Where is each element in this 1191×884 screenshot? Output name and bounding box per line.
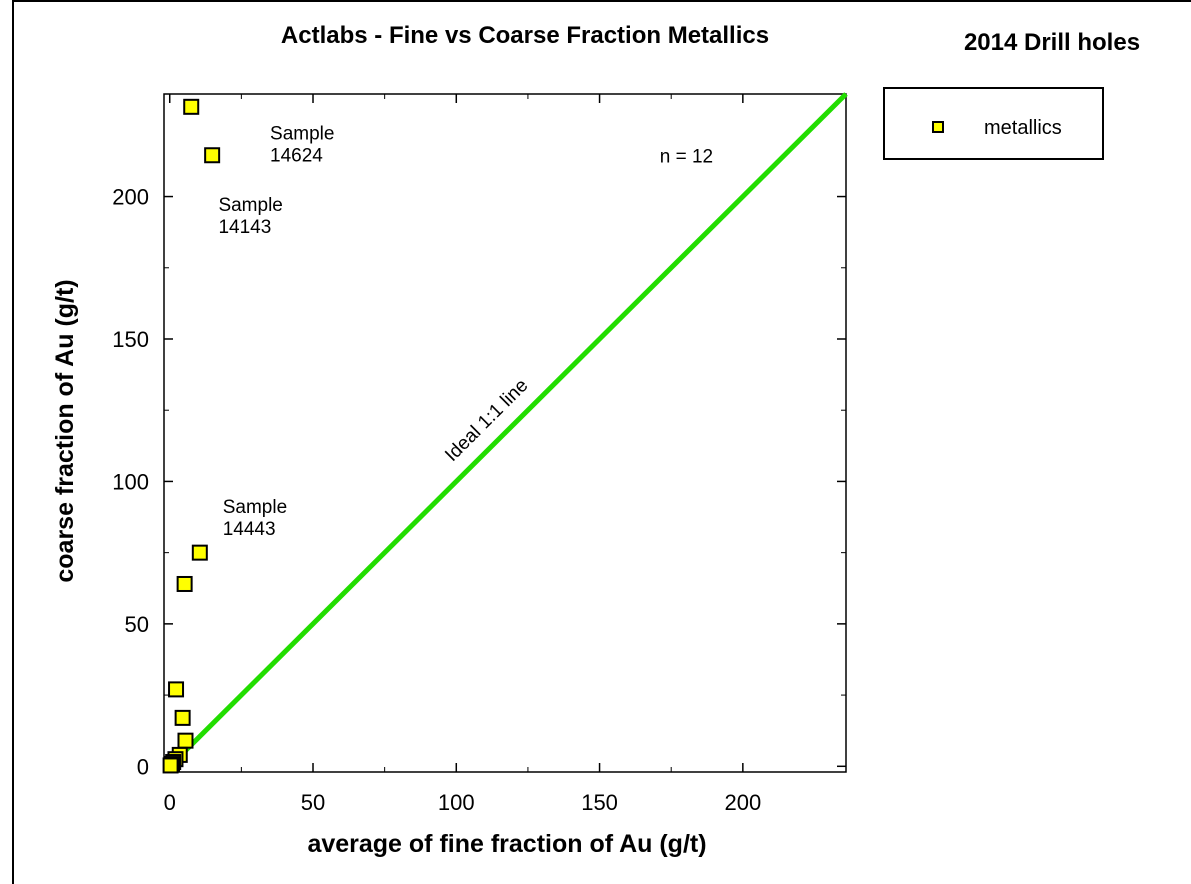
y-tick-label-150: 150 — [112, 327, 149, 352]
x-tick-label-0: 0 — [164, 790, 176, 815]
data-point-6 — [177, 732, 194, 749]
data-point-4 — [168, 681, 185, 698]
y-axis: 0 50 100 150 200 — [112, 185, 846, 779]
chart-title: Actlabs - Fine vs Coarse Fraction Metall… — [281, 22, 769, 49]
y-tick-label-0: 0 — [137, 754, 149, 779]
y-axis-label: coarse fraction of Au (g/t) — [51, 279, 79, 582]
annotation-ann-14624: Sample 14624 — [270, 124, 334, 167]
reference-line-1-1 — [167, 92, 848, 769]
data-point-2 — [191, 544, 208, 561]
x-tick-label-100: 100 — [438, 790, 475, 815]
data-point-11 — [162, 757, 179, 774]
annotation-ann-14443: Sample 14443 — [223, 497, 287, 540]
annotation-line: Sample — [223, 497, 287, 518]
y-tick-label-50: 50 — [125, 612, 149, 637]
annotation-line: 14443 — [223, 519, 276, 540]
data-point-0 — [183, 98, 200, 115]
annotation-line: 14624 — [270, 146, 323, 167]
y-tick-label-200: 200 — [112, 185, 149, 210]
data-points — [162, 98, 221, 774]
annotation-line: Sample — [218, 195, 282, 216]
legend-marker-metallics — [932, 121, 944, 133]
x-axis-label: average of fine fraction of Au (g/t) — [307, 830, 706, 858]
data-point-1 — [204, 147, 221, 164]
annotation-ann-14143: Sample 14143 — [218, 195, 282, 238]
data-point-5 — [174, 709, 191, 726]
plot-area — [163, 93, 847, 773]
x-axis: 0 50 100 150 200 — [164, 94, 761, 815]
annotation-line: n = 12 — [660, 146, 713, 167]
legend: metallics — [883, 87, 1104, 160]
annotation-ann-n: n = 12 — [660, 146, 713, 167]
x-tick-label-200: 200 — [724, 790, 761, 815]
x-tick-label-50: 50 — [301, 790, 325, 815]
chart-subtitle: 2014 Drill holes — [964, 29, 1140, 56]
x-tick-label-150: 150 — [581, 790, 618, 815]
annotation-line: Sample — [270, 124, 334, 145]
chart-frame — [12, 0, 1191, 884]
annotation-line: 14143 — [218, 217, 271, 238]
legend-label-metallics: metallics — [984, 117, 1062, 139]
data-point-3 — [176, 575, 193, 592]
y-tick-label-100: 100 — [112, 469, 149, 494]
